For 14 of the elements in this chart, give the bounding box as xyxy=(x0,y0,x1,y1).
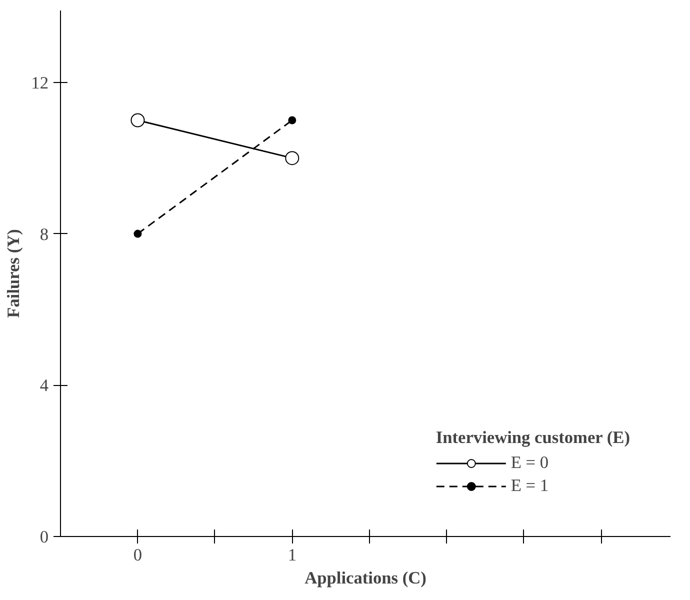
y-axis-title: Failures (Y) xyxy=(4,228,24,318)
y-tick-label: 12 xyxy=(31,73,48,92)
y-tick-label: 0 xyxy=(40,528,49,546)
point xyxy=(130,113,145,128)
legend-title: Interviewing customer (E) xyxy=(436,428,630,448)
point xyxy=(134,230,142,238)
y-tick-label: 8 xyxy=(40,224,49,244)
y-tick-label: 4 xyxy=(40,376,49,396)
legend-label: E = 1 xyxy=(510,476,549,496)
x-tick-label: 1 xyxy=(288,546,296,564)
legend-label: E = 0 xyxy=(510,453,549,473)
x-axis-title: Applications (C) xyxy=(304,568,427,588)
point xyxy=(288,116,296,124)
point xyxy=(285,151,300,166)
